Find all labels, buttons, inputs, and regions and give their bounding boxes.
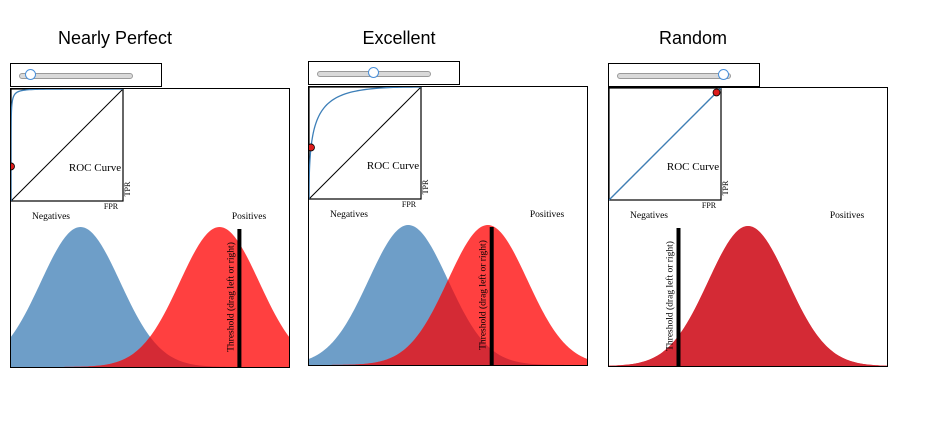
negatives-label: Negatives — [32, 212, 70, 222]
overlap-region — [309, 280, 587, 365]
panel-nearly-perfect: Nearly Perfect Threshold (drag left or r… — [7, 0, 300, 426]
separation-slider[interactable] — [608, 63, 760, 87]
fpr-label: FPR — [104, 202, 119, 211]
panel-title: Nearly Perfect — [57, 28, 173, 48]
roc-diagonal — [10, 88, 124, 202]
negatives-label: Negatives — [630, 211, 668, 221]
threshold-line[interactable] — [489, 227, 494, 365]
threshold-label: Threshold (drag left or right) — [478, 240, 489, 350]
slider-thumb[interactable] — [718, 69, 730, 80]
positives-label: Positives — [830, 211, 865, 221]
roc-curve — [608, 87, 722, 201]
roc-curve-label: ROC Curve — [667, 161, 719, 173]
roc-diagonal — [308, 86, 422, 200]
tpr-label: TPR — [421, 179, 430, 194]
distribution-plot: Threshold (drag left or right) Negatives P… — [7, 88, 290, 368]
panel-random: Random Threshold (drag left or right) Neg… — [608, 0, 898, 426]
separation-slider[interactable] — [308, 61, 460, 85]
panel-title: Random — [658, 28, 728, 48]
distribution-plot: Threshold (drag left or right) Negatives P… — [608, 87, 888, 367]
roc-point — [307, 143, 315, 152]
positives-label: Positives — [530, 210, 565, 220]
roc-point — [712, 88, 721, 97]
fpr-label: FPR — [702, 201, 717, 210]
overlap-region — [11, 336, 289, 367]
slider-track[interactable] — [19, 73, 133, 79]
panel-title: Excellent — [362, 28, 436, 48]
slider-thumb[interactable] — [368, 67, 379, 78]
roc-curve — [10, 88, 123, 201]
negatives-label: Negatives — [330, 210, 368, 220]
plot-svg: Threshold (drag left or right) Negatives P… — [307, 86, 587, 365]
positives-distribution — [11, 227, 289, 367]
plot-svg: Threshold (drag left or right) Negatives P… — [608, 87, 887, 366]
slider-thumb[interactable] — [25, 69, 37, 80]
tpr-label: TPR — [123, 181, 132, 196]
threshold-line[interactable] — [676, 228, 681, 366]
roc-curve-label: ROC Curve — [367, 160, 419, 172]
separation-slider[interactable] — [10, 63, 162, 87]
threshold-line[interactable] — [237, 229, 242, 367]
panel-excellent: Excellent Threshold (drag left or right)… — [307, 0, 598, 426]
threshold-label: Threshold (drag left or right) — [225, 242, 236, 352]
tpr-label: TPR — [721, 180, 730, 195]
roc-point — [7, 162, 15, 171]
threshold-label: Threshold (drag left or right) — [665, 241, 676, 351]
distribution-plot: Threshold (drag left or right) Negatives P… — [307, 86, 588, 366]
overlap-region — [609, 226, 887, 366]
plot-svg: Threshold (drag left or right) Negatives P… — [7, 88, 289, 367]
fpr-label: FPR — [402, 200, 417, 209]
negatives-distribution — [11, 227, 289, 367]
roc-curve-label: ROC Curve — [69, 162, 121, 174]
roc-curve — [308, 86, 421, 199]
positives-label: Positives — [232, 212, 267, 222]
slider-track[interactable] — [617, 73, 731, 79]
